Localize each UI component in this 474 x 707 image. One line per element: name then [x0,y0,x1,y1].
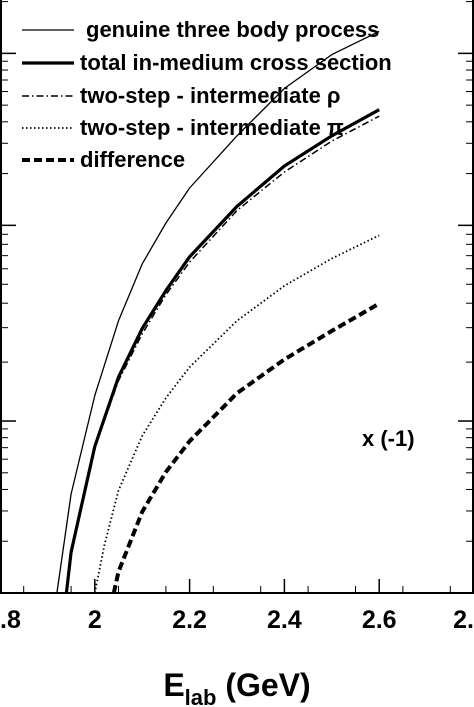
y-axis-ticks [0,1,474,594]
x-tick-label: 2.6 [362,606,397,634]
series-line-3 [65,115,380,593]
x-axis-label-main: E [163,667,184,703]
x-tick-label: 2.2 [172,606,207,634]
legend-label-4: two-step - intermediate π [80,115,344,140]
x-axis-label-sub: lab [185,685,217,707]
x-tick-label: 2.4 [267,606,302,634]
series-line-1 [56,30,380,593]
x-tick-label: .8 [0,606,21,634]
x-axis-label: Elab (GeV) [163,667,310,707]
legend-label-1: genuine three body process [86,17,379,42]
curves [56,30,381,593]
legend-label-5: difference [80,147,185,172]
series-line-4 [93,234,380,593]
legend: genuine three body process total in-mediu… [22,17,392,172]
x-axis-ticks: .8 2 2.2 2.4 2.6 2. [0,579,474,634]
series-line-5 [111,301,381,593]
x-tick-label: 2. [453,606,474,634]
x-tick-label: 2 [88,606,102,634]
legend-label-2: total in-medium cross section [80,50,392,75]
x-axis-label-unit: (GeV) [216,667,310,703]
annotation-x-minus-1: x (-1) [362,426,415,451]
plot-frame [0,0,474,594]
legend-label-3: two-step - intermediate ρ [80,83,341,108]
series-line-2 [64,108,380,593]
